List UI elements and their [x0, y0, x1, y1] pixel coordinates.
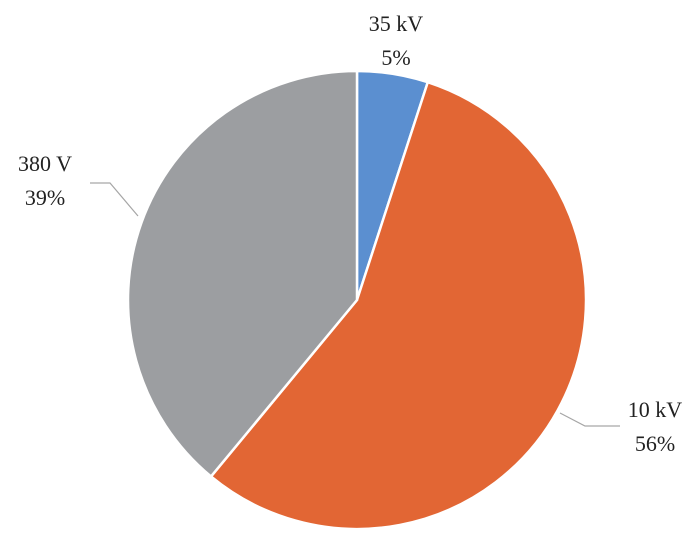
pie-slice [126, 69, 359, 479]
slice-value-label: 56% [635, 431, 675, 456]
slice-value-label: 5% [381, 45, 410, 70]
slice-category-label: 10 kV [628, 397, 683, 422]
leader-line [559, 412, 620, 427]
pie-slice [209, 80, 588, 531]
slice-category-label: 35 kV [369, 11, 424, 36]
leader-line [90, 182, 139, 217]
slice-category-label: 380 V [18, 151, 72, 176]
slice-value-label: 39% [25, 185, 65, 210]
